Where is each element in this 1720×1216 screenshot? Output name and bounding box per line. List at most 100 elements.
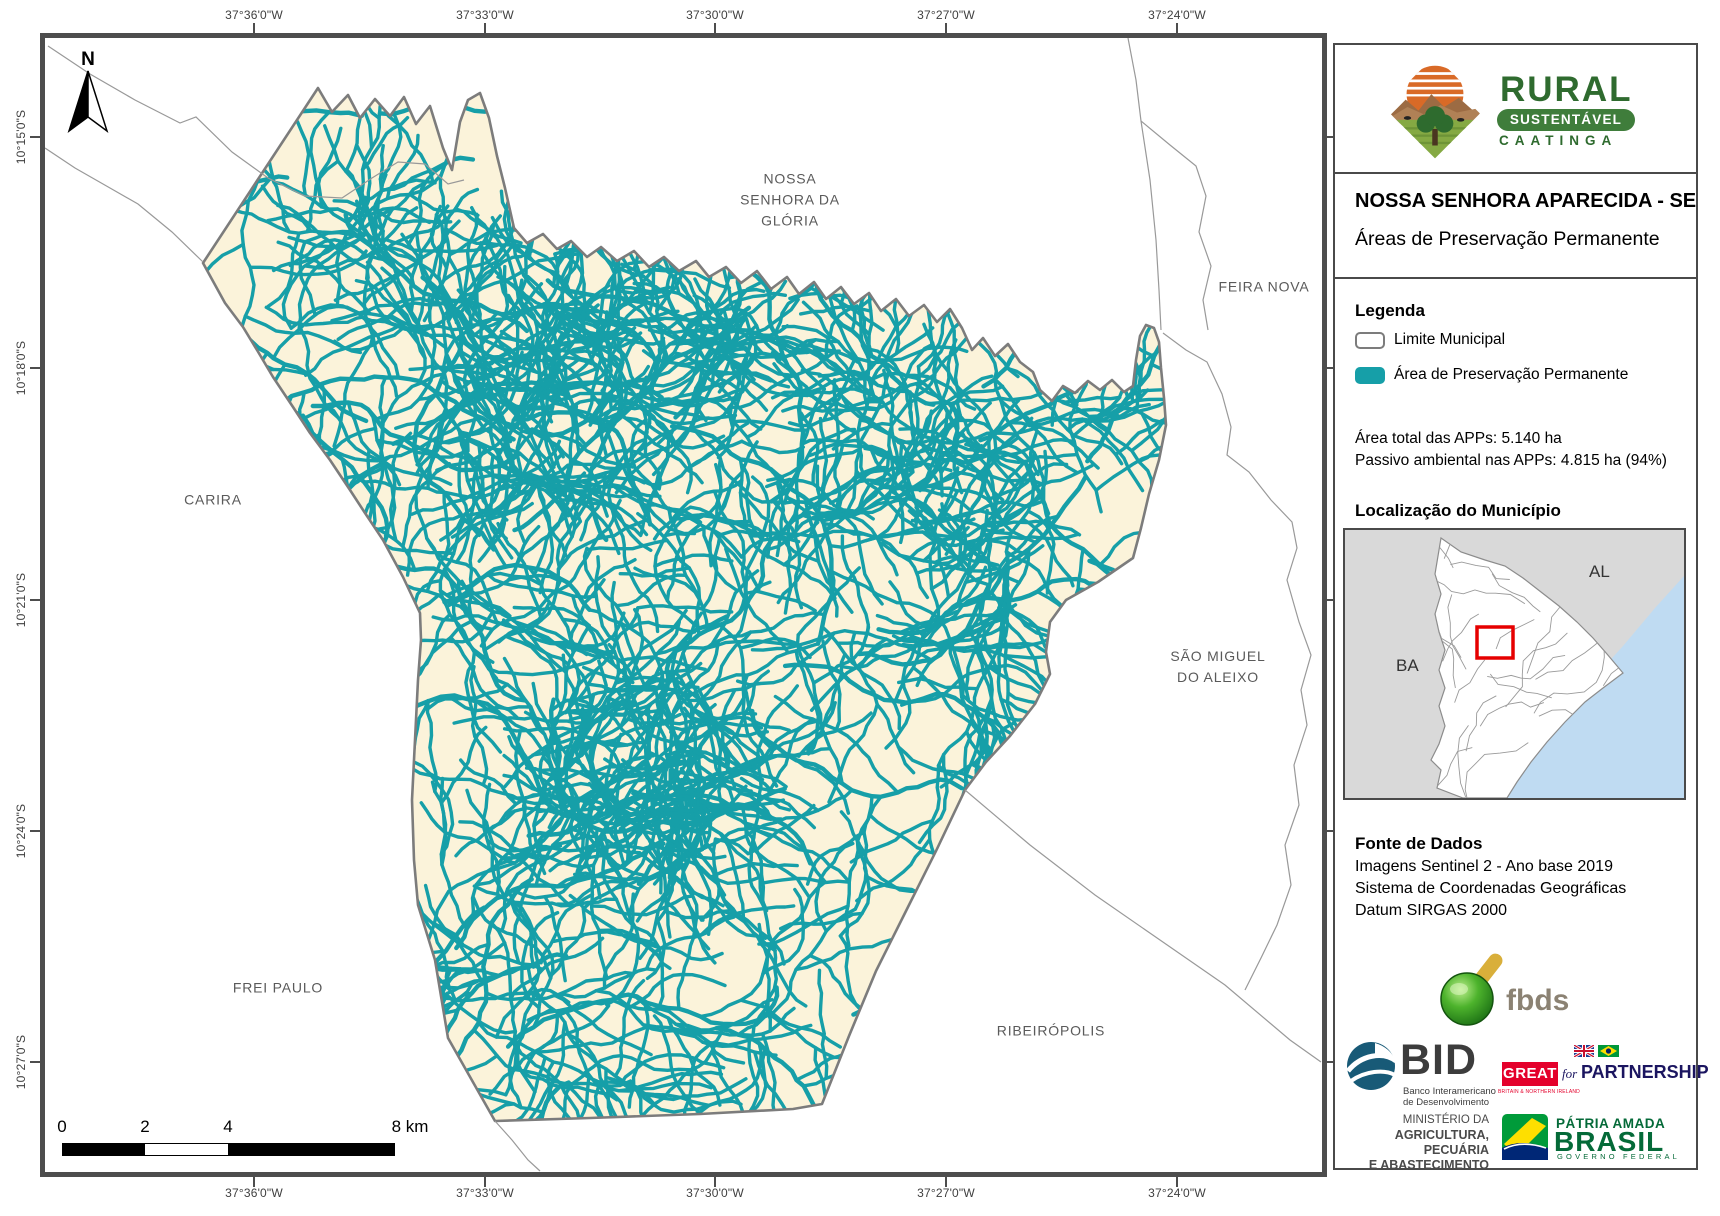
legend-label-limite-municipal: Limite Municipal [1394,331,1506,348]
uk-flag-icon [1574,1045,1594,1057]
axis-label-bottom: 37°24'0"W [1148,1186,1206,1200]
legend-label-app: Área de Preservação Permanente [1394,366,1629,383]
axis-label-top: 37°27'0"W [917,8,975,22]
rural-sustentavel-emblem-icon [1383,55,1487,159]
axis-label-top: 37°24'0"W [1148,8,1206,22]
axis-label-top: 37°30'0"W [686,8,744,22]
bid-subtext: Banco Interamericano [1403,1086,1496,1097]
north-arrow-right-half [87,70,109,133]
axis-label-left: 10°24'0"S [14,803,28,859]
axis-tick-right [1327,136,1333,138]
axis-label-bottom: 37°33'0"W [456,1186,514,1200]
axis-tick-top [945,23,947,33]
axis-tick-bottom [714,1177,716,1187]
axis-tick-right [1327,1061,1333,1063]
north-arrow-left-half [67,70,89,133]
ministry-block: MINISTÉRIO DA AGRICULTURA, PECUÁRIA E AB… [1331,1113,1489,1173]
brand-subtitle-pill: SUSTENTÁVEL [1497,109,1635,131]
neighbor-label-frei-paulo: FREI PAULO [232,979,324,996]
axis-tick-left [30,599,40,601]
panel-title-box [1333,172,1698,279]
location-inset-map: AL BA [1345,530,1684,799]
inset-state-label-ba: BA [1396,656,1419,675]
fbds-wordmark: fbds [1506,984,1570,1017]
great-subtext: BRITAIN & NORTHERN IRELAND [1498,1089,1580,1095]
location-heading: Localização do Município [1355,501,1561,520]
ministry-line: E ABASTECIMENTO [1368,1158,1489,1172]
ministry-line: MINISTÉRIO DA [1402,1114,1489,1126]
brand-name: RURAL [1500,70,1633,109]
app-river-network [203,92,1166,1121]
axis-label-top: 37°33'0"W [456,8,514,22]
axis-tick-bottom [253,1177,255,1187]
axis-tick-left [30,1061,40,1063]
legend-stat-passivo: Passivo ambiental nas APPs: 4.815 ha (94… [1355,452,1667,469]
scale-bar [62,1143,395,1156]
source-heading: Fonte de Dados [1355,834,1483,853]
scale-label-4: 4 [223,1117,233,1136]
axis-label-top: 37°36'0"W [225,8,283,22]
axis-tick-top [1176,23,1178,33]
map-subtitle: Áreas de Preservação Permanente [1355,228,1660,250]
scale-label-8km: 8 km [391,1117,429,1136]
axis-tick-right [1327,599,1333,601]
axis-label-left: 10°18'0"S [14,340,28,396]
axis-label-bottom: 37°27'0"W [917,1186,975,1200]
axis-tick-bottom [945,1177,947,1187]
location-inset-frame: AL BA [1343,528,1686,800]
gov-line1: PÁTRIA AMADA [1556,1116,1666,1131]
main-map-canvas [45,38,1322,1172]
inset-state-label-al: AL [1589,562,1610,581]
axis-tick-left [30,830,40,832]
axis-tick-top [714,23,716,33]
neighbor-label-nossa-senhora-da-gloria: NOSSA SENHORA DA GLÓRIA [740,170,840,229]
axis-tick-top [484,23,486,33]
ministry-line: AGRICULTURA, PECUÁRIA [1394,1128,1489,1157]
neighbor-boundaries [45,38,1322,1172]
legend-heading: Legenda [1355,301,1425,320]
legend-swatch-app [1355,367,1385,384]
scale-bar-white-segment [145,1144,228,1155]
great-logo: GREAT [1502,1062,1558,1086]
scale-label-2: 2 [140,1117,150,1136]
source-line: Datum SIRGAS 2000 [1355,902,1508,919]
axis-tick-right [1327,830,1333,832]
axis-label-left: 10°21'0"S [14,572,28,628]
axis-tick-bottom [484,1177,486,1187]
municipality-border [201,86,1168,1123]
axis-tick-left [30,367,40,369]
partnership-wordmark: PARTNERSHIP [1581,1062,1709,1082]
brand-tagline: CAATINGA [1499,133,1618,148]
gov-line3: GOVERNO FEDERAL [1557,1152,1681,1161]
brazil-flag-icon [1598,1045,1619,1057]
axis-tick-top [253,23,255,33]
north-arrow: N [67,49,109,133]
map-title: NOSSA SENHORA APARECIDA - SE [1355,190,1697,212]
axis-label-left: 10°27'0"S [14,1034,28,1090]
neighbor-label-sao-miguel-do-aleixo: SÃO MIGUEL DO ALEIXO [1170,648,1266,685]
axis-label-bottom: 37°36'0"W [225,1186,283,1200]
axis-tick-bottom [1176,1177,1178,1187]
gov-line2: BRASIL [1554,1126,1665,1157]
bid-logo-icon [1346,1042,1398,1090]
inset-state-sergipe [1430,536,1624,799]
map-frame [40,33,1327,1177]
source-line: Imagens Sentinel 2 - Ano base 2019 [1355,858,1613,875]
axis-label-bottom: 37°30'0"W [686,1186,744,1200]
neighbor-label-carira: CARIRA [184,491,242,508]
scale-label-0: 0 [57,1117,67,1136]
source-line: Sistema de Coordenadas Geográficas [1355,880,1627,897]
brasil-gov-flag-icon [1502,1114,1548,1160]
axis-tick-left [30,136,40,138]
neighbor-label-ribeiropolis: RIBEIRÓPOLIS [996,1022,1106,1039]
axis-tick-right [1327,367,1333,369]
bid-wordmark: BID [1400,1036,1478,1084]
great-for-word: for [1562,1066,1578,1081]
legend-swatch-limite-municipal [1355,332,1385,349]
fbds-logo-icon [1440,953,1503,1026]
north-letter: N [81,49,95,70]
neighbor-label-feira-nova: FEIRA NOVA [1218,278,1310,295]
axis-label-left: 10°15'0"S [14,109,28,165]
bid-subtext: de Desenvolvimento [1403,1097,1490,1108]
